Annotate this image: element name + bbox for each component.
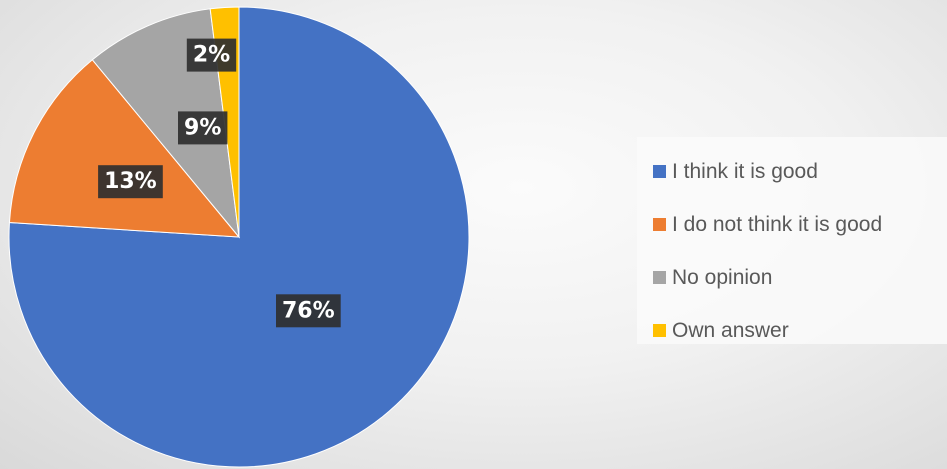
legend-label: I do not think it is good <box>672 212 883 236</box>
data-label: 13% <box>98 165 163 199</box>
legend-swatch <box>653 218 666 231</box>
pie-slices <box>8 6 470 468</box>
data-label-box <box>186 38 237 72</box>
data-label: 76% <box>276 294 341 328</box>
data-label-box <box>276 294 341 328</box>
pie-slice[interactable] <box>8 6 470 468</box>
legend-swatch <box>653 324 666 337</box>
data-label-text: 76% <box>282 298 335 323</box>
legend-label: Own answer <box>672 318 789 342</box>
data-label-text: 13% <box>104 169 157 194</box>
data-label-text: 9% <box>184 115 221 140</box>
data-label: 2% <box>186 38 237 72</box>
data-labels: 76% 13% 9% 2% <box>98 38 341 328</box>
legend-item[interactable]: I think it is good <box>637 145 947 198</box>
data-label-box <box>98 165 163 199</box>
legend-swatch <box>653 271 666 284</box>
data-label-box <box>178 111 228 145</box>
legend-item[interactable]: Own answer <box>637 304 947 357</box>
data-label: 9% <box>178 111 228 145</box>
data-label-text: 2% <box>193 43 230 68</box>
legend-item[interactable]: No opinion <box>637 251 947 304</box>
legend-label: I think it is good <box>672 159 818 183</box>
legend-item[interactable]: I do not think it is good <box>637 198 947 251</box>
legend-label: No opinion <box>672 265 773 289</box>
pie-slice[interactable] <box>8 59 241 238</box>
chart-legend: I think it is good I do not think it is … <box>637 137 947 344</box>
legend-swatch <box>653 165 666 178</box>
